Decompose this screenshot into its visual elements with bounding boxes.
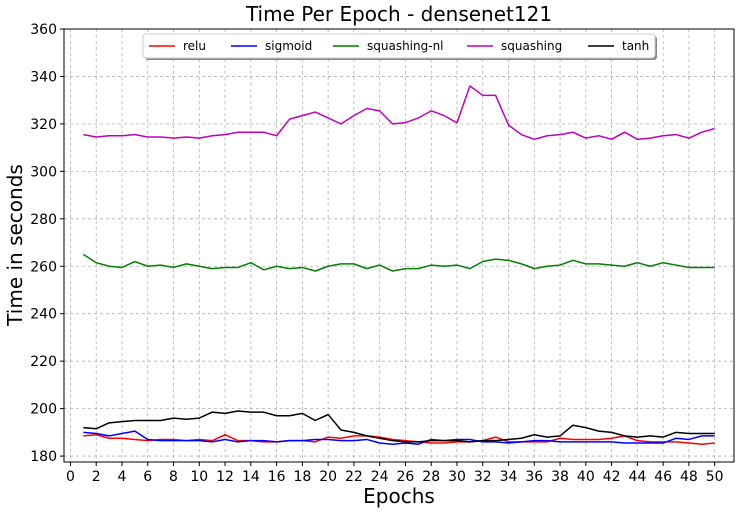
y-tick-label: 240 bbox=[30, 307, 57, 323]
series-line-tanh bbox=[83, 410, 715, 443]
y-tick-label: 360 bbox=[30, 22, 57, 38]
x-axis-title: Epochs bbox=[363, 484, 435, 508]
x-tick-label: 16 bbox=[268, 469, 286, 485]
y-tick-label: 200 bbox=[30, 402, 57, 418]
x-tick-label: 0 bbox=[66, 469, 75, 485]
legend-label-squashing: squashing bbox=[501, 39, 562, 53]
x-tick-label: 42 bbox=[603, 469, 621, 485]
x-tick-label: 32 bbox=[474, 469, 492, 485]
x-tick-label: 30 bbox=[448, 469, 466, 485]
legend-label-relu: relu bbox=[183, 39, 206, 53]
series-lines bbox=[82, 85, 715, 445]
y-tick-label: 260 bbox=[30, 259, 57, 275]
x-tick-label: 18 bbox=[293, 469, 311, 485]
y-axis-title: Time in seconds bbox=[3, 164, 27, 327]
x-tick-label: 6 bbox=[143, 469, 152, 485]
x-tick-label: 2 bbox=[92, 469, 101, 485]
x-tick-label: 4 bbox=[118, 469, 127, 485]
y-tick-label: 340 bbox=[30, 69, 57, 85]
x-tick-label: 8 bbox=[169, 469, 178, 485]
x-tick-label: 34 bbox=[500, 469, 518, 485]
series-line-sigmoid bbox=[83, 430, 715, 445]
x-tick-label: 38 bbox=[551, 469, 569, 485]
series-line-squashing bbox=[83, 85, 715, 141]
legend: relu sigmoid squashing-nl squashing tanh bbox=[142, 33, 657, 60]
x-tick-label: 46 bbox=[654, 469, 672, 485]
legend-label-tanh: tanh bbox=[622, 39, 649, 53]
x-tick-label: 40 bbox=[577, 469, 595, 485]
x-axis-ticks: 0 2 4 6 8 10 12 14 16 18 20 22 24 26 28 30 32 34 36 38 40 42 4… bbox=[66, 462, 724, 485]
legend-box bbox=[142, 33, 656, 59]
x-tick-label: 10 bbox=[190, 469, 208, 485]
x-tick-label: 44 bbox=[628, 469, 646, 485]
x-tick-label: 28 bbox=[422, 469, 440, 485]
y-tick-label: 280 bbox=[30, 212, 57, 228]
y-tick-label: 180 bbox=[30, 449, 57, 465]
y-tick-label: 320 bbox=[30, 117, 57, 133]
chart-title: Time Per Epoch - densenet121 bbox=[245, 2, 552, 26]
x-tick-label: 50 bbox=[706, 469, 724, 485]
y-tick-label: 220 bbox=[30, 354, 57, 370]
x-tick-label: 24 bbox=[371, 469, 389, 485]
legend-label-squashing-nl: squashing-nl bbox=[367, 39, 444, 53]
plot-area-frame bbox=[63, 28, 735, 463]
y-axis-ticks: 180 200 220 240 260 280 300 320 340 360 bbox=[30, 22, 64, 465]
x-tick-label: 36 bbox=[525, 469, 543, 485]
x-tick-label: 14 bbox=[242, 469, 260, 485]
x-tick-label: 22 bbox=[345, 469, 363, 485]
x-tick-label: 48 bbox=[680, 469, 698, 485]
x-tick-label: 20 bbox=[319, 469, 337, 485]
y-tick-label: 300 bbox=[30, 164, 57, 180]
legend-label-sigmoid: sigmoid bbox=[265, 39, 312, 53]
series-line-squashing-nl bbox=[82, 253, 715, 272]
x-tick-label: 26 bbox=[397, 469, 415, 485]
x-tick-label: 12 bbox=[216, 469, 234, 485]
